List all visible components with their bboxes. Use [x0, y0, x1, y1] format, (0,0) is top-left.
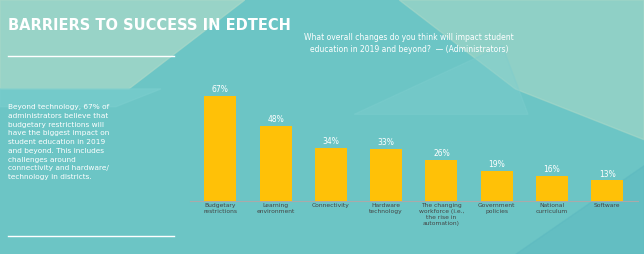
- Text: 48%: 48%: [267, 115, 284, 124]
- Text: 26%: 26%: [433, 149, 450, 158]
- Text: 19%: 19%: [488, 160, 505, 169]
- Polygon shape: [515, 165, 644, 254]
- Text: 13%: 13%: [599, 169, 616, 179]
- Bar: [591, 180, 623, 201]
- Text: 34%: 34%: [323, 137, 339, 146]
- Bar: [426, 160, 457, 201]
- Text: What overall changes do you think will impact student
education in 2019 and beyo: What overall changes do you think will i…: [304, 33, 514, 54]
- Text: 33%: 33%: [377, 138, 395, 147]
- Text: BARRIERS TO SUCCESS IN EDTECH: BARRIERS TO SUCCESS IN EDTECH: [8, 18, 290, 33]
- Bar: [315, 148, 347, 201]
- Polygon shape: [354, 46, 528, 114]
- Polygon shape: [0, 0, 245, 89]
- Bar: [480, 171, 513, 201]
- Polygon shape: [0, 89, 161, 107]
- Bar: [204, 96, 236, 201]
- Bar: [536, 176, 568, 201]
- Text: 67%: 67%: [212, 85, 229, 94]
- Bar: [260, 126, 292, 201]
- Polygon shape: [399, 0, 644, 140]
- Text: 16%: 16%: [544, 165, 560, 174]
- Bar: [370, 149, 402, 201]
- Text: Beyond technology, 67% of
administrators believe that
budgetary restrictions wil: Beyond technology, 67% of administrators…: [8, 104, 109, 180]
